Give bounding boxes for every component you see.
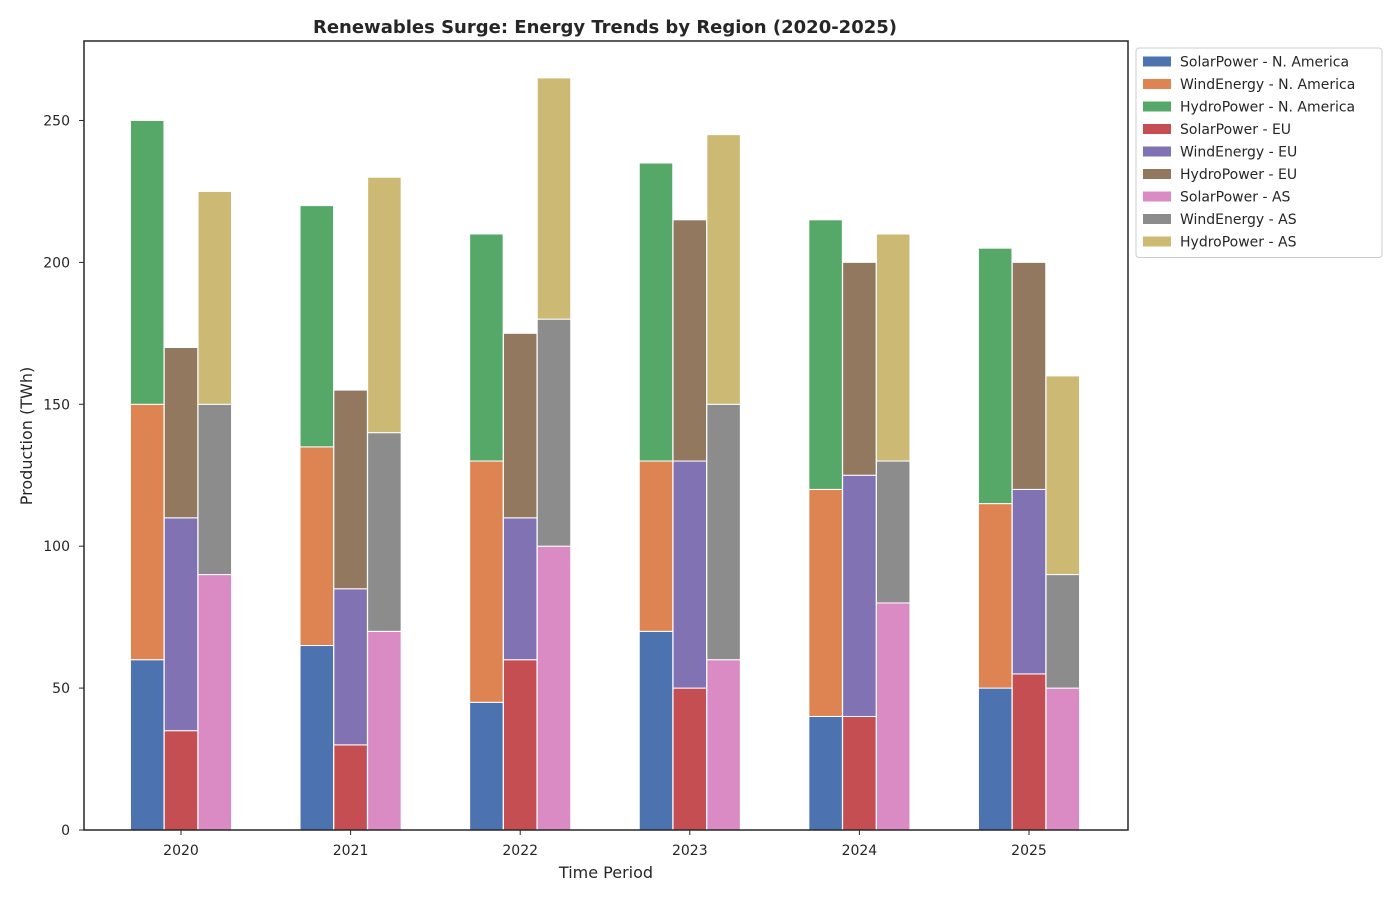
bar-2025-windenergy-eu bbox=[1011, 488, 1047, 675]
y-tick-label: 100 bbox=[43, 539, 70, 555]
chart-title: Renewables Surge: Energy Trends by Regio… bbox=[313, 17, 897, 38]
bar-2023-hydropower-n-america bbox=[638, 162, 674, 462]
bar-2025-hydropower-eu bbox=[1011, 261, 1047, 490]
legend-swatch bbox=[1143, 124, 1171, 134]
x-axis: 2020 2021 2022 2023 2024 2025 bbox=[163, 830, 1047, 859]
bar-2024-solarpower-as bbox=[875, 602, 911, 831]
bar-2020-solarpower-eu bbox=[163, 730, 199, 831]
bar-2023-windenergy-n-america bbox=[638, 460, 674, 632]
x-axis-label: Time Period bbox=[558, 863, 653, 882]
bar-2025-solarpower-eu bbox=[1011, 673, 1047, 831]
bar-2021-hydropower-eu bbox=[333, 389, 368, 590]
bar-2022-windenergy-n-america bbox=[469, 460, 504, 703]
bar-2021-windenergy-eu bbox=[333, 588, 368, 746]
bar-2023-solarpower-n-america bbox=[638, 630, 674, 831]
bar-2025-windenergy-as bbox=[1045, 574, 1081, 689]
y-tick-label: 50 bbox=[52, 681, 70, 697]
legend-label: HydroPower - EU bbox=[1180, 167, 1297, 183]
bar-2024-windenergy-as bbox=[875, 460, 911, 604]
bar-2024-windenergy-eu bbox=[842, 474, 877, 717]
bar-2022-solarpower-eu bbox=[502, 659, 538, 831]
legend-label: WindEnergy - EU bbox=[1180, 145, 1297, 161]
legend-label: WindEnergy - AS bbox=[1180, 212, 1297, 228]
legend-swatch bbox=[1143, 169, 1171, 179]
legend-swatch bbox=[1143, 56, 1171, 67]
bar-2020-hydropower-n-america bbox=[129, 119, 165, 405]
legend-swatch bbox=[1143, 146, 1171, 157]
bar-2023-windenergy-eu bbox=[672, 460, 708, 689]
y-axis-label: Production (TWh) bbox=[17, 367, 36, 505]
legend-label: SolarPower - AS bbox=[1180, 190, 1291, 206]
bar-2022-hydropower-eu bbox=[502, 332, 538, 519]
bar-2022-solarpower-n-america bbox=[469, 701, 504, 831]
bar-2025-windenergy-n-america bbox=[977, 503, 1013, 689]
bar-2021-hydropower-n-america bbox=[299, 205, 335, 448]
bar-2020-hydropower-eu bbox=[163, 347, 199, 519]
bar-2021-solarpower-as bbox=[367, 630, 402, 831]
bars bbox=[129, 77, 1081, 831]
bar-2020-windenergy-eu bbox=[163, 517, 199, 732]
x-tick-label: 2020 bbox=[163, 843, 199, 859]
y-axis: 0 50 100 150 200 250 bbox=[43, 113, 84, 839]
legend-label: SolarPower - EU bbox=[1180, 122, 1291, 138]
y-tick-label: 200 bbox=[43, 255, 70, 271]
bar-2023-windenergy-as bbox=[706, 403, 741, 661]
bar-2022-solarpower-as bbox=[536, 545, 572, 831]
bar-2022-windenergy-as bbox=[536, 318, 572, 547]
bar-2022-hydropower-as bbox=[536, 77, 572, 320]
x-tick-label: 2025 bbox=[1011, 843, 1047, 859]
legend-frame bbox=[1135, 47, 1383, 258]
bar-2023-hydropower-eu bbox=[672, 219, 708, 462]
legend-swatch bbox=[1143, 79, 1171, 89]
bar-2024-solarpower-eu bbox=[842, 715, 877, 831]
bar-2025-hydropower-n-america bbox=[977, 247, 1013, 505]
bar-2020-solarpower-as bbox=[197, 574, 233, 831]
bar-2024-solarpower-n-america bbox=[808, 715, 843, 831]
bar-2020-hydropower-as bbox=[197, 190, 233, 405]
bar-2022-windenergy-eu bbox=[502, 517, 538, 661]
bar-2024-hydropower-n-america bbox=[808, 219, 843, 490]
bar-2021-windenergy-as bbox=[367, 432, 402, 632]
x-tick-label: 2022 bbox=[502, 843, 538, 859]
legend: SolarPower - N. America WindEnergy - N. A… bbox=[1135, 47, 1383, 258]
bar-2025-solarpower-n-america bbox=[977, 687, 1013, 831]
legend-label: HydroPower - N. America bbox=[1180, 100, 1355, 116]
bar-2023-hydropower-as bbox=[706, 134, 741, 405]
y-tick-label: 250 bbox=[43, 113, 70, 129]
x-tick-label: 2024 bbox=[842, 843, 878, 859]
bar-2021-solarpower-n-america bbox=[299, 645, 335, 831]
bar-2022-hydropower-n-america bbox=[469, 233, 504, 462]
x-tick-label: 2023 bbox=[672, 843, 708, 859]
bar-2023-solarpower-eu bbox=[672, 687, 708, 831]
bar-2020-solarpower-n-america bbox=[129, 659, 165, 831]
bar-2021-solarpower-eu bbox=[333, 744, 368, 831]
legend-label: HydroPower - AS bbox=[1180, 235, 1297, 251]
legend-swatch bbox=[1143, 101, 1171, 112]
bar-2024-windenergy-n-america bbox=[808, 488, 843, 717]
bar-2024-hydropower-eu bbox=[842, 261, 877, 476]
x-tick-label: 2021 bbox=[333, 843, 369, 859]
bar-2021-windenergy-n-america bbox=[299, 446, 335, 647]
y-tick-label: 150 bbox=[43, 397, 70, 413]
bar-2020-windenergy-n-america bbox=[129, 403, 165, 661]
bar-2025-hydropower-as bbox=[1045, 375, 1081, 576]
legend-swatch bbox=[1143, 191, 1171, 202]
legend-swatch bbox=[1143, 236, 1171, 247]
legend-label: SolarPower - N. America bbox=[1180, 55, 1349, 71]
legend-label: WindEnergy - N. America bbox=[1180, 77, 1355, 93]
plot-frame bbox=[83, 40, 1129, 831]
bar-2023-solarpower-as bbox=[706, 659, 741, 831]
bar-2025-solarpower-as bbox=[1045, 687, 1081, 831]
bar-2024-hydropower-as bbox=[875, 233, 911, 462]
bar-2021-hydropower-as bbox=[367, 176, 402, 434]
legend-swatch bbox=[1143, 214, 1171, 224]
y-tick-label: 0 bbox=[61, 823, 70, 839]
bar-2020-windenergy-as bbox=[197, 403, 233, 576]
